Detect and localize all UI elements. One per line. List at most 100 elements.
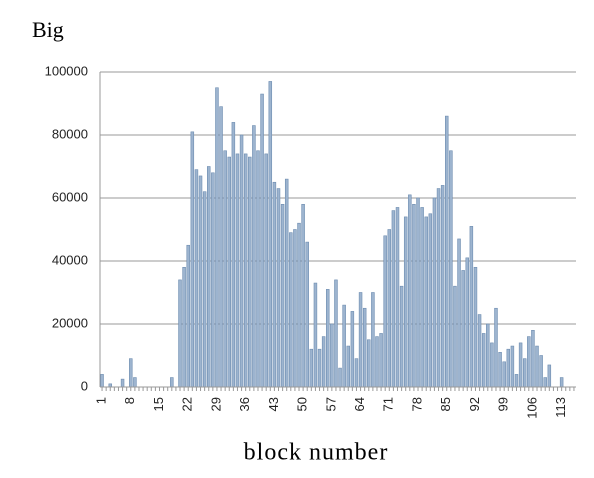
bar (239, 134, 244, 388)
bar (473, 266, 478, 388)
bar (194, 169, 199, 388)
bar (514, 374, 519, 388)
bar (326, 289, 330, 388)
bar (358, 292, 363, 388)
bar (469, 226, 474, 388)
bar (211, 172, 215, 388)
bar (268, 81, 273, 388)
x-tick-label: 43 (266, 397, 281, 411)
bar (227, 156, 231, 388)
bar (440, 185, 445, 388)
bar (412, 204, 416, 388)
bar (436, 188, 441, 388)
bar (449, 150, 453, 388)
bar (297, 222, 301, 388)
bar (498, 352, 502, 388)
bar (198, 175, 203, 388)
bar (535, 345, 539, 388)
bar (420, 207, 424, 388)
bar (182, 266, 186, 388)
bar (522, 358, 527, 388)
bar (354, 358, 359, 388)
x-tick-label: 1 (93, 397, 108, 404)
x-tick-label: 71 (381, 397, 396, 411)
bar (379, 333, 383, 388)
bar (490, 342, 494, 388)
bar (313, 282, 318, 388)
y-tick-label: 100000 (45, 63, 88, 78)
bar (424, 216, 428, 388)
bar (531, 329, 535, 388)
bar (350, 311, 355, 388)
bar (272, 181, 277, 388)
y-tick-label: 40000 (52, 252, 88, 267)
bar (207, 166, 211, 388)
bar (362, 307, 367, 388)
bar (403, 216, 408, 388)
bar (342, 304, 346, 388)
bar (432, 197, 437, 388)
bar (416, 197, 420, 388)
bar (518, 342, 523, 388)
bar (120, 378, 125, 388)
bar (202, 191, 207, 388)
bar (129, 358, 133, 388)
bar (559, 377, 564, 388)
y-tick-label: 20000 (52, 315, 88, 330)
bar (399, 285, 404, 388)
bar (293, 229, 297, 388)
x-tick-label: 36 (237, 397, 252, 411)
x-tick-label: 57 (323, 397, 338, 411)
x-tick-label: 113 (553, 397, 568, 418)
x-tick-label: 22 (180, 397, 195, 411)
bar (383, 235, 387, 388)
bar (494, 307, 498, 388)
x-tick-label: 64 (352, 397, 367, 411)
bar (276, 188, 281, 388)
bar (346, 345, 350, 388)
x-axis-label: block number (244, 440, 389, 466)
bar (317, 348, 322, 388)
bar (280, 204, 285, 388)
bar (289, 232, 293, 388)
bar (309, 348, 314, 388)
bar (264, 153, 268, 388)
x-tick-label: 106 (524, 397, 539, 419)
y-tick-label: 60000 (52, 189, 88, 204)
bar (301, 204, 305, 388)
bar (428, 213, 433, 388)
bar (219, 106, 223, 388)
bar (371, 292, 375, 388)
x-tick-label: 99 (496, 397, 511, 411)
bar (367, 339, 371, 388)
bar (231, 122, 236, 388)
bar (502, 361, 506, 388)
x-tick-label: 8 (122, 397, 137, 404)
bar (395, 207, 400, 388)
bar (338, 367, 342, 388)
bar (223, 150, 227, 388)
bar (260, 93, 264, 388)
bar (100, 374, 104, 388)
bar (445, 115, 449, 388)
bar (486, 323, 490, 388)
bar (481, 333, 486, 388)
bar (465, 257, 469, 388)
x-tick-label: 92 (467, 397, 482, 411)
bar (375, 336, 379, 388)
bar (461, 270, 465, 388)
bar (133, 377, 137, 388)
bar (321, 336, 326, 388)
bar (330, 323, 334, 388)
bar (243, 153, 248, 388)
chart-title: Big (32, 17, 64, 42)
x-tick-label: 50 (295, 397, 310, 411)
bar (215, 87, 219, 388)
bar (387, 229, 392, 388)
bar (334, 279, 338, 388)
bar (547, 364, 552, 388)
bar (539, 355, 543, 388)
bar (235, 153, 240, 388)
